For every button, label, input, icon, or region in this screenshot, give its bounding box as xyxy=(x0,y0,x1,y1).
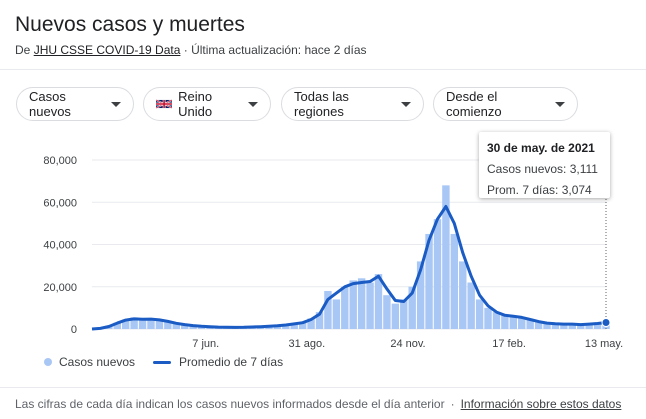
x-tick-label: 31 ago. xyxy=(289,338,326,350)
y-tick-label: 60,000 xyxy=(43,197,77,209)
last-updated: · Última actualización: hace 2 días xyxy=(180,43,367,57)
case-bar xyxy=(568,323,577,329)
footer: Las cifras de cada día indican los casos… xyxy=(15,397,621,411)
legend-cases-label: Casos nuevos xyxy=(59,355,136,369)
case-bar xyxy=(307,318,315,329)
case-bar xyxy=(593,322,602,329)
x-tick-label: 7 jun. xyxy=(192,338,219,350)
footer-note: Las cifras de cada día indican los casos… xyxy=(15,397,445,411)
case-bar xyxy=(349,280,357,329)
date-range-dropdown-label: Desde el comienzo xyxy=(446,89,502,119)
case-bar xyxy=(383,295,391,329)
case-bar xyxy=(501,315,509,329)
legend-bar-swatch xyxy=(44,358,52,366)
caret-down-icon xyxy=(248,101,258,107)
y-tick-label: 20,000 xyxy=(43,282,77,294)
top-divider xyxy=(0,69,646,70)
info-link[interactable]: Información sobre estos datos xyxy=(460,397,622,411)
case-bar xyxy=(433,219,442,329)
case-bar xyxy=(585,323,593,329)
bottom-divider xyxy=(0,387,646,388)
avg-line xyxy=(91,205,607,331)
case-bar xyxy=(518,317,526,329)
case-bar xyxy=(332,299,341,329)
case-bar xyxy=(492,312,501,329)
region-dropdown-label: Todas las regiones xyxy=(294,89,349,119)
case-bar xyxy=(315,312,324,329)
case-bar xyxy=(147,318,155,329)
case-bar xyxy=(298,322,307,329)
source-prefix: De xyxy=(15,43,34,57)
case-bar xyxy=(484,307,492,329)
caret-down-icon xyxy=(111,101,121,107)
x-tick-label: 13 may. xyxy=(585,338,623,350)
case-bar xyxy=(282,324,290,329)
case-bar xyxy=(138,319,147,329)
case-bar xyxy=(180,324,189,329)
hover-point xyxy=(601,318,611,328)
region-dropdown[interactable]: Todas las regiones xyxy=(281,87,424,121)
case-bar xyxy=(475,299,484,329)
case-bar xyxy=(357,278,366,329)
case-bar xyxy=(400,299,408,329)
case-bar xyxy=(467,282,475,329)
legend-avg-label: Promedio de 7 días xyxy=(179,355,284,369)
page-title: Nuevos casos y muertes xyxy=(15,13,245,36)
case-bar xyxy=(130,317,138,329)
footer-separator: · xyxy=(450,397,455,411)
case-bar xyxy=(374,274,383,329)
tooltip-cases: Casos nuevos: 3,111 xyxy=(487,162,598,176)
x-tick-label: 17 feb. xyxy=(492,338,526,350)
case-bar xyxy=(450,233,459,329)
case-bar xyxy=(189,325,197,329)
case-bar xyxy=(459,261,467,329)
case-bar xyxy=(172,323,180,329)
case-bar xyxy=(560,324,568,329)
case-bar xyxy=(164,321,172,329)
case-bar xyxy=(113,322,121,329)
tooltip-date: 30 de may. de 2021 xyxy=(487,141,595,155)
case-bar xyxy=(551,323,560,329)
date-range-dropdown[interactable]: Desde el comienzo xyxy=(433,87,578,121)
cases-chart[interactable]: 0 20,000 40,000 60,000 80,000 7 jun. 31 ago. 2… xyxy=(0,0,646,360)
source-line: De JHU CSSE COVID-19 Data · Última actua… xyxy=(15,43,367,57)
y-tick-label: 80,000 xyxy=(43,155,77,167)
country-dropdown-label: Reino Unido xyxy=(178,89,213,119)
chart-tooltip: 30 de may. de 2021 Casos nuevos: 3,111 P… xyxy=(479,132,610,198)
metric-dropdown[interactable]: Casos nuevos xyxy=(16,87,134,121)
case-bar xyxy=(416,261,425,329)
case-bar xyxy=(341,286,349,329)
case-bar xyxy=(577,324,585,329)
case-bar xyxy=(121,319,130,329)
source-link[interactable]: JHU CSSE COVID-19 Data xyxy=(33,43,181,57)
case-bar xyxy=(543,323,551,329)
caret-down-icon xyxy=(401,101,411,107)
case-bar xyxy=(273,325,282,329)
case-bar xyxy=(509,316,518,329)
case-bar xyxy=(442,185,450,329)
legend-line-swatch xyxy=(153,360,172,364)
tooltip-average: Prom. 7 días: 3,074 xyxy=(487,183,592,197)
x-tick-label: 24 nov. xyxy=(390,338,425,350)
case-bar xyxy=(534,321,543,329)
case-bar xyxy=(425,233,433,329)
uk-flag-icon xyxy=(156,99,173,109)
case-bar xyxy=(324,290,332,329)
caret-down-icon xyxy=(555,101,565,107)
metric-dropdown-label: Casos nuevos xyxy=(29,89,71,119)
y-tick-label: 0 xyxy=(71,324,77,336)
case-bar xyxy=(155,320,164,329)
case-bar xyxy=(408,286,416,329)
case-bar xyxy=(526,319,534,329)
case-bar xyxy=(290,323,298,329)
chart-legend: Casos nuevos Promedio de 7 días xyxy=(44,355,283,369)
y-tick-label: 40,000 xyxy=(43,240,77,252)
country-dropdown[interactable]: Reino Unido xyxy=(143,87,271,121)
case-bar xyxy=(391,303,400,329)
case-bar xyxy=(366,282,374,329)
